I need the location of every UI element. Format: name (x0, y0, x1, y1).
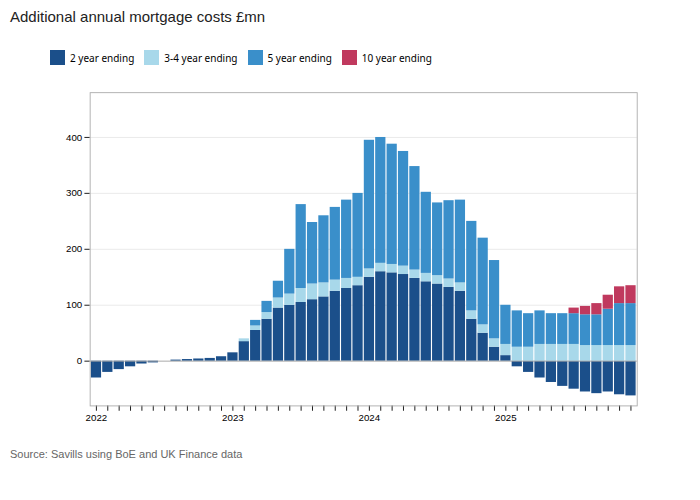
html-text:Additional annual mortgage cos: Additional annual mortgage costs £mn (10, 8, 266, 25)
svg-text:200: 200 (66, 243, 83, 254)
svg-text:2022: 2022 (86, 412, 108, 423)
svg-text:2025: 2025 (495, 412, 517, 423)
html-text:2 year ending: 2 year ending (70, 50, 135, 65)
html-text:10 year ending: 10 year ending (361, 50, 432, 65)
svg-text:2024: 2024 (359, 412, 381, 423)
svg-text:0: 0 (77, 355, 83, 366)
svg-text:2023: 2023 (222, 412, 244, 423)
html-text:Source: Savills using BoE and: Source: Savills using BoE and UK Finance… (10, 447, 243, 460)
svg-text:400: 400 (66, 132, 83, 143)
svg-text:300: 300 (66, 187, 83, 198)
html-text:3-4 year ending: 3-4 year ending (164, 50, 238, 65)
svg-text:100: 100 (66, 299, 83, 310)
html-text:5 year ending: 5 year ending (267, 50, 332, 65)
